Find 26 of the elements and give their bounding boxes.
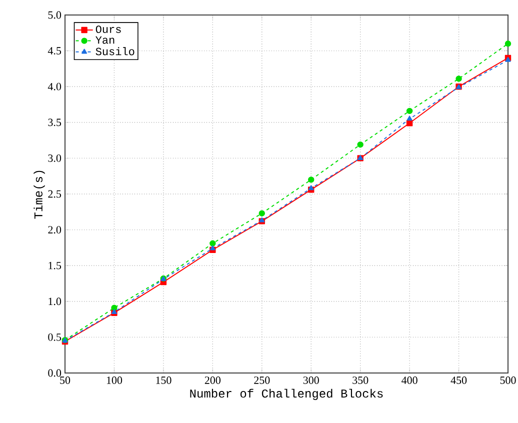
y-tick-label: 4.0: [48, 82, 62, 90]
y-tick-label: 1.0: [48, 298, 62, 306]
x-tick-label: 150: [156, 376, 172, 384]
x-tick-label: 350: [352, 376, 368, 384]
x-axis-title: Number of Challenged Blocks: [190, 388, 383, 400]
x-tick-label: 50: [60, 376, 70, 384]
x-tick-label: 200: [204, 376, 220, 384]
y-tick-label: 1.5: [48, 262, 62, 270]
y-tick-label: 3.0: [48, 154, 62, 162]
y-tick-label: 2.5: [48, 190, 62, 198]
legend-label: Ours: [96, 26, 121, 34]
y-tick-label: 5.0: [48, 11, 62, 19]
y-tick-label: 0.5: [48, 333, 62, 341]
legend-label: Yan: [96, 36, 114, 44]
y-tick-label: 2.0: [48, 226, 62, 234]
legend-label: Susilo: [96, 47, 134, 56]
x-tick-label: 450: [450, 376, 467, 384]
x-tick-label: 400: [402, 376, 418, 384]
y-tick-label: 4.5: [48, 47, 62, 54]
x-tick-label: 300: [303, 376, 319, 384]
y-axis-title: Time(s): [34, 170, 45, 219]
x-tick-label: 250: [254, 376, 270, 384]
x-tick-label: 500: [500, 376, 516, 384]
y-tick-label: 0.0: [48, 369, 62, 377]
y-tick-label: 3.5: [48, 118, 62, 126]
x-tick-label: 100: [106, 376, 122, 384]
